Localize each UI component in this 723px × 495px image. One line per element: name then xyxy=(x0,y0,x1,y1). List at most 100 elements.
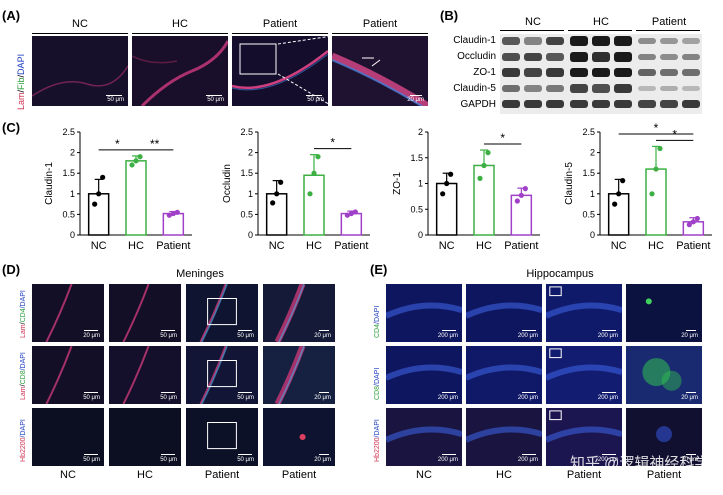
y-tick-label: 2 xyxy=(418,127,423,137)
panelE-image-r2-c3: 200 μm xyxy=(546,346,622,404)
data-point xyxy=(311,170,317,176)
y-axis-label: ZO-1 xyxy=(392,172,403,195)
panelE-image-r1-c2: 200 μm xyxy=(466,284,542,342)
data-point xyxy=(690,219,696,225)
bar-nc xyxy=(265,193,288,236)
data-point xyxy=(694,215,700,222)
x-tick-label: Patient xyxy=(156,240,190,252)
panel-a-ylabel: Lam/Fib/DAPI xyxy=(16,53,26,110)
x-tick-label: Patient xyxy=(676,240,710,252)
significance-label: * xyxy=(115,137,120,151)
data-point xyxy=(129,162,135,168)
panelD-footer-2: Patient xyxy=(204,469,240,481)
panelE-image-r2-c1: 200 μm xyxy=(386,346,462,404)
y-tick-label: 1 xyxy=(590,189,595,199)
chart-occludin: 0 0.5 1 1.5 2 2.5 Occludin NC HC Patient * xyxy=(222,127,370,252)
y-tick-label: 0.5 xyxy=(240,209,253,219)
y-tick-label: 1.5 xyxy=(240,168,253,178)
panelE-image-r1-c3: 200 μm xyxy=(546,284,622,342)
panelE-footer-0: NC xyxy=(416,469,432,481)
panelE-footer-1: HC xyxy=(496,469,512,481)
data-point xyxy=(174,209,180,215)
y-tick-label: 0.5 xyxy=(582,209,595,219)
data-point xyxy=(270,200,276,206)
data-point xyxy=(92,201,98,207)
panel-a-header-patient-zoom: Patient xyxy=(362,18,398,30)
image-a-nc: 50 μm xyxy=(32,36,128,106)
x-tick-label: NC xyxy=(269,240,285,252)
panel-e-letter: (E) xyxy=(370,262,388,277)
panelD-image-r2-c4: 20 μm xyxy=(263,346,335,404)
x-tick-label: NC xyxy=(439,240,455,252)
group-rule xyxy=(500,30,564,31)
data-point xyxy=(477,175,483,181)
blot-label-gapdh: GAPDH xyxy=(460,99,496,110)
panelE-image-r2-c4: 20 μm xyxy=(626,346,702,404)
bar-patient xyxy=(510,194,533,236)
data-point xyxy=(307,191,313,197)
data-point xyxy=(278,179,284,185)
y-tick-label: 2 xyxy=(70,148,75,158)
data-point xyxy=(616,191,622,197)
data-point xyxy=(170,210,176,217)
y-axis-label: Occludin xyxy=(222,164,233,203)
panelD-row-label: Lam/CD8/DAPI xyxy=(20,352,27,400)
panel-b-group-nc: NC xyxy=(525,16,541,28)
bar-nc xyxy=(87,193,110,236)
data-point xyxy=(166,212,172,218)
panelE-image-r3-c4: 20 μm xyxy=(626,408,702,466)
chart-zo-1: 0 0.5 1 1.5 2 ZO-1 NC HC Patient * xyxy=(392,127,540,252)
panel-b-letter: (B) xyxy=(440,8,459,23)
data-point xyxy=(448,171,454,177)
data-point xyxy=(440,191,446,197)
data-point xyxy=(522,186,528,192)
x-tick-label: HC xyxy=(128,240,144,252)
y-tick-label: 1.5 xyxy=(410,153,423,163)
data-point xyxy=(649,191,655,197)
panel-d-letter: (D) xyxy=(2,262,21,277)
significance-label: * xyxy=(654,121,659,135)
header-rule xyxy=(332,33,428,34)
panelD-image-r1-c1: 20 μm xyxy=(32,284,104,342)
data-point xyxy=(653,166,659,172)
y-tick-label: 0.5 xyxy=(410,204,423,214)
data-point xyxy=(518,192,524,198)
panel-a-header-nc: NC xyxy=(72,18,88,30)
bar-nc xyxy=(435,182,458,236)
panelD-image-r3-c4: 20 μm xyxy=(263,408,335,466)
y-tick-label: 1 xyxy=(70,189,75,199)
panelD-footer-1: HC xyxy=(137,469,153,481)
bar-patient xyxy=(162,212,185,236)
x-tick-label: HC xyxy=(648,240,664,252)
panelD-row-label: Lam/CD4/DAPI xyxy=(20,290,27,338)
panelE-image-r3-c3: 200 μm xyxy=(546,408,622,466)
x-tick-label: NC xyxy=(91,240,107,252)
bar-hc xyxy=(645,168,667,236)
image-a-hc: 50 μm xyxy=(132,36,228,106)
panelD-row-label: Hb2200/DAPI xyxy=(20,419,27,462)
panelD-image-r3-c3: 50 μm xyxy=(186,408,258,466)
blot-label-claudin-1: Claudin-1 xyxy=(453,35,496,46)
data-point xyxy=(657,145,663,152)
blot-label-claudin-5: Claudin-5 xyxy=(453,83,496,94)
bar-hc xyxy=(473,164,495,236)
y-tick-label: 2 xyxy=(590,148,595,158)
image-a-patient: 50 μm xyxy=(232,36,328,106)
panelE-image-r2-c2: 200 μm xyxy=(466,346,542,404)
zoom-guide-a xyxy=(277,36,333,106)
y-tick-label: 0 xyxy=(418,230,423,240)
panel-c-letter: (C) xyxy=(2,120,21,135)
panelD-image-r2-c1: 50 μm xyxy=(32,346,104,404)
header-rule xyxy=(132,33,228,34)
y-tick-label: 1 xyxy=(418,179,423,189)
data-point xyxy=(133,158,139,164)
x-tick-label: NC xyxy=(611,240,627,252)
data-point xyxy=(96,191,102,197)
chart-claudin-5: 0 0.5 1 1.5 2 2.5 Claudin-5 NC HC Patient * * xyxy=(564,121,712,252)
y-tick-label: 2.5 xyxy=(240,127,253,137)
data-point xyxy=(620,178,626,184)
header-rule xyxy=(232,33,328,34)
panel-b-group-hc: HC xyxy=(593,16,609,28)
panel-a-letter: (A) xyxy=(2,8,21,23)
